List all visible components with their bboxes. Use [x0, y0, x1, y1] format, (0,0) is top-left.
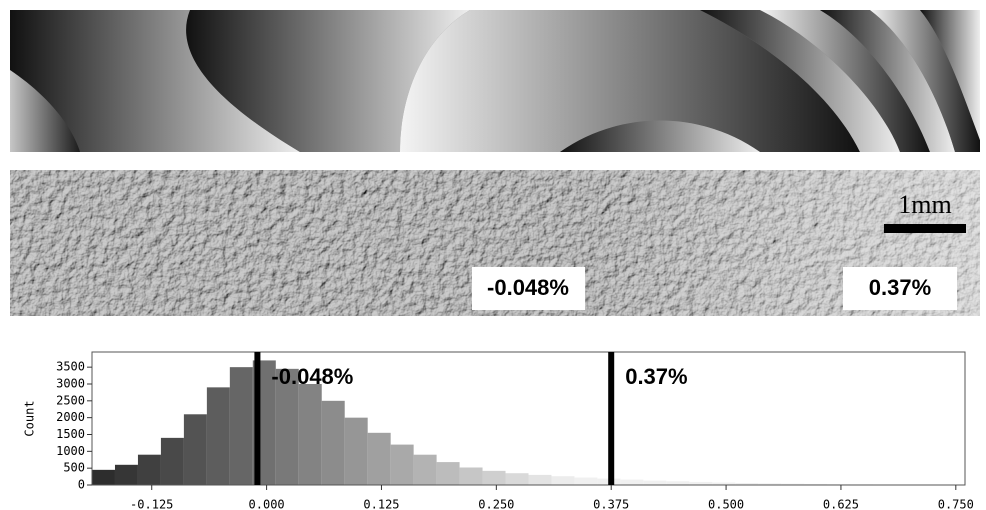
bar: [804, 483, 828, 485]
x-tick-label: 0.250: [478, 498, 514, 510]
x-tick-label: 0.000: [249, 498, 285, 510]
bar: [436, 462, 460, 485]
bar: [160, 437, 184, 485]
bar: [114, 464, 138, 485]
marker-line: [608, 352, 615, 485]
bar: [92, 469, 115, 485]
y-tick-label: 3500: [56, 360, 85, 374]
histogram: 0 500 1000 1500 2000 2500 3000 3500 -0.125 0.000 0…: [23, 351, 974, 510]
scale-bar-label: 1mm: [898, 190, 951, 219]
bar: [482, 470, 506, 485]
bar: [459, 467, 483, 485]
bar: [137, 454, 161, 485]
x-tick-label: -0.125: [130, 498, 173, 510]
marker-label: -0.048%: [271, 364, 353, 389]
bar: [781, 483, 805, 485]
plot-frame: [91, 351, 966, 486]
marker-label: 0.37%: [625, 364, 687, 389]
bar: [689, 481, 713, 485]
y-axis-label: Count: [23, 400, 37, 436]
image-label: -0.048%: [487, 275, 569, 300]
speckle-image: 1mm -0.048% 0.37%: [10, 170, 980, 316]
scale-bar: [884, 224, 966, 233]
bar: [712, 482, 736, 485]
bar: [574, 477, 598, 485]
y-tick-label: 3000: [56, 376, 85, 390]
y-tick-label: 0: [78, 478, 85, 492]
bar: [183, 414, 207, 485]
bar: [206, 387, 230, 485]
bar: [551, 476, 575, 485]
bar: [620, 479, 644, 485]
bar: [390, 444, 414, 485]
label-box: [472, 267, 585, 310]
y-tick-label: 2500: [56, 393, 85, 407]
bar: [344, 417, 368, 485]
y-tick-label: 2000: [56, 410, 85, 424]
bar: [229, 367, 253, 485]
x-tick-label: 0.625: [823, 498, 859, 510]
bar: [528, 474, 552, 485]
y-tick-label: 500: [63, 461, 85, 475]
x-tick-label: 0.375: [593, 498, 629, 510]
label-box: [843, 267, 957, 310]
marker-line: [254, 352, 261, 485]
y-tick-label: 1500: [56, 427, 85, 441]
x-tick-label: 0.500: [708, 498, 744, 510]
bar: [298, 383, 322, 485]
bar: [275, 368, 299, 485]
fringe-image: [10, 10, 980, 152]
bar: [413, 454, 437, 485]
bar: [735, 482, 759, 485]
x-tick-label: 0.750: [938, 498, 974, 510]
bar: [505, 473, 529, 485]
x-tick-label: 0.125: [363, 498, 399, 510]
bar: [367, 432, 391, 485]
bar: [666, 481, 690, 485]
bar: [758, 483, 782, 485]
image-label: 0.37%: [869, 275, 931, 300]
bar: [321, 400, 345, 485]
bar: [643, 480, 667, 485]
y-tick-label: 1000: [56, 444, 85, 458]
